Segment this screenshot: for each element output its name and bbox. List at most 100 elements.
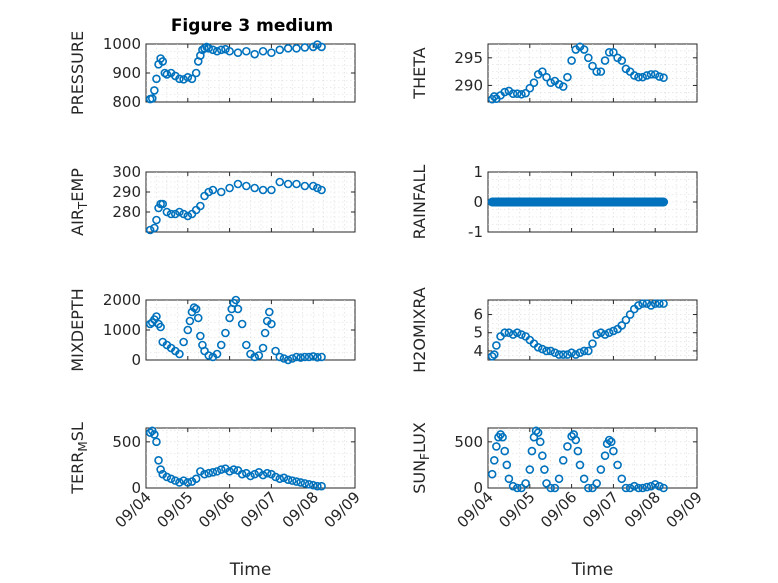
data-point (317, 481, 326, 491)
data-point (313, 481, 322, 491)
data-point (313, 352, 322, 362)
data-point (250, 469, 259, 479)
data-point (646, 301, 656, 310)
data-point (550, 348, 560, 358)
data-point (600, 56, 610, 65)
data-point (250, 49, 259, 59)
data-point (233, 304, 243, 314)
data-point (521, 479, 530, 488)
data-point (185, 316, 195, 326)
data-point (567, 56, 576, 65)
data-point (629, 481, 639, 491)
data-point (283, 475, 293, 484)
data-point (208, 185, 218, 195)
data-point (625, 483, 635, 493)
y-tick-label: 300 (112, 163, 141, 181)
data-point (659, 197, 668, 207)
data-point (655, 197, 664, 207)
data-point (642, 71, 652, 80)
data-point (563, 350, 572, 359)
x-tick-label: 09/07 (237, 488, 280, 531)
data-point (158, 199, 168, 209)
data-point (571, 435, 581, 445)
data-point (655, 481, 664, 491)
data-point (250, 352, 259, 362)
data-point (517, 89, 526, 99)
data-point (529, 78, 539, 87)
data-point (166, 474, 176, 484)
data-point (563, 72, 572, 82)
subplot-rainfall: -1 0 1 RAINFALL (410, 163, 698, 241)
figure-title: Figure 3 medium (171, 16, 333, 36)
data-point (638, 299, 647, 308)
data-point (300, 181, 310, 191)
data-point (183, 478, 193, 487)
data-point (150, 86, 159, 95)
data-point (204, 44, 213, 53)
data-point (613, 197, 622, 207)
x-tick-label: 09/09 (663, 488, 706, 531)
data-point (191, 474, 201, 484)
data-point (596, 465, 606, 474)
data-point (275, 45, 285, 55)
x-tick-label: 09/06 (195, 488, 238, 531)
data-point (317, 185, 326, 195)
data-point (304, 480, 314, 489)
data-point (204, 351, 213, 360)
y-tick-label: 5 (473, 324, 483, 342)
data-point (546, 483, 556, 493)
data-point (538, 451, 547, 460)
data-point (609, 446, 618, 456)
data-point (145, 225, 155, 235)
data-point (542, 346, 551, 356)
data-point (196, 331, 205, 341)
data-point (604, 197, 614, 207)
data-point (638, 72, 647, 82)
y-tick-label: 800 (112, 93, 141, 111)
data-point (242, 340, 251, 350)
data-point (145, 428, 155, 437)
data-point (300, 479, 310, 488)
data-point (489, 350, 499, 359)
data-point (267, 185, 276, 195)
data-point (575, 460, 585, 470)
y-axis-label: RAINFALL (410, 165, 429, 240)
data-point (313, 40, 322, 49)
data-point (283, 44, 293, 53)
data-point (204, 468, 213, 478)
data-point (504, 197, 514, 207)
data-point (254, 351, 264, 360)
data-point (517, 483, 526, 493)
data-point (208, 45, 218, 55)
data-point (175, 349, 184, 359)
data-point (258, 46, 268, 56)
data-point (175, 207, 184, 217)
data-point (258, 343, 268, 353)
data-point (487, 197, 497, 207)
y-tick-label: 0 (473, 479, 483, 497)
data-point (271, 346, 280, 356)
data-point (304, 352, 314, 362)
data-point (212, 349, 222, 359)
data-point (584, 53, 593, 63)
data-point (512, 89, 522, 99)
data-point (279, 473, 289, 483)
y-axis-label-part: AIR (68, 209, 87, 236)
data-point (604, 328, 614, 338)
x-axis-label: Time (571, 560, 614, 580)
data-point (621, 483, 631, 493)
data-point (604, 435, 614, 445)
data-point (237, 319, 247, 329)
data-point (498, 432, 507, 442)
y-axis-label: MIXDEPTH (68, 288, 87, 371)
data-point (275, 474, 285, 484)
data-point (225, 467, 234, 476)
data-point (150, 430, 159, 439)
data-point (283, 355, 293, 365)
data-point (538, 197, 547, 207)
data-point (216, 187, 226, 197)
data-point (292, 477, 301, 486)
data-point (487, 352, 497, 361)
data-point (508, 89, 518, 99)
